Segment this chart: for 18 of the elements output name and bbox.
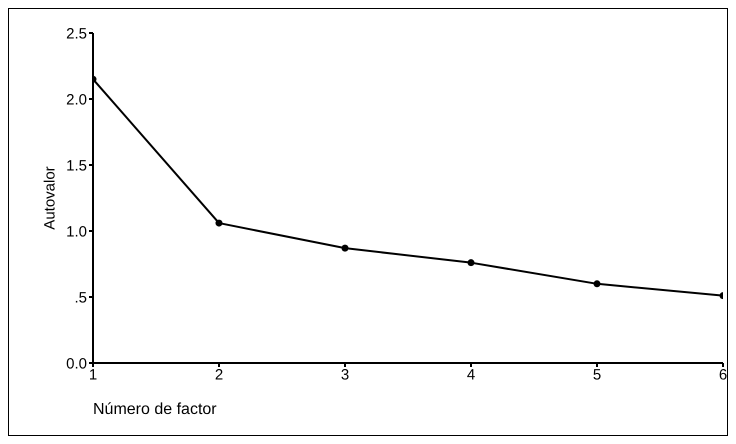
- point: [216, 220, 222, 227]
- y-tick-label: 0.0: [66, 355, 87, 372]
- y-tick-label: 1.0: [66, 223, 87, 240]
- point: [468, 259, 474, 266]
- x-tick-label: 3: [340, 366, 350, 384]
- x-axis-title: Número de factor: [93, 401, 217, 419]
- x-tick-label: 5: [592, 366, 602, 384]
- y-tick-label: 1.5: [66, 157, 87, 174]
- y-tick-label: 2.5: [66, 25, 87, 42]
- y-tick-label: .5: [74, 289, 87, 306]
- x-tick-label: 6: [718, 366, 728, 384]
- y-axis-title: Autovalor: [41, 166, 58, 230]
- x-tick-label: 1: [88, 366, 98, 384]
- y-tick-label: 2.0: [66, 91, 87, 108]
- x-tick-label: 2: [214, 366, 224, 384]
- point: [342, 244, 348, 252]
- point: [594, 280, 600, 288]
- x-tick-label: 4: [466, 366, 476, 384]
